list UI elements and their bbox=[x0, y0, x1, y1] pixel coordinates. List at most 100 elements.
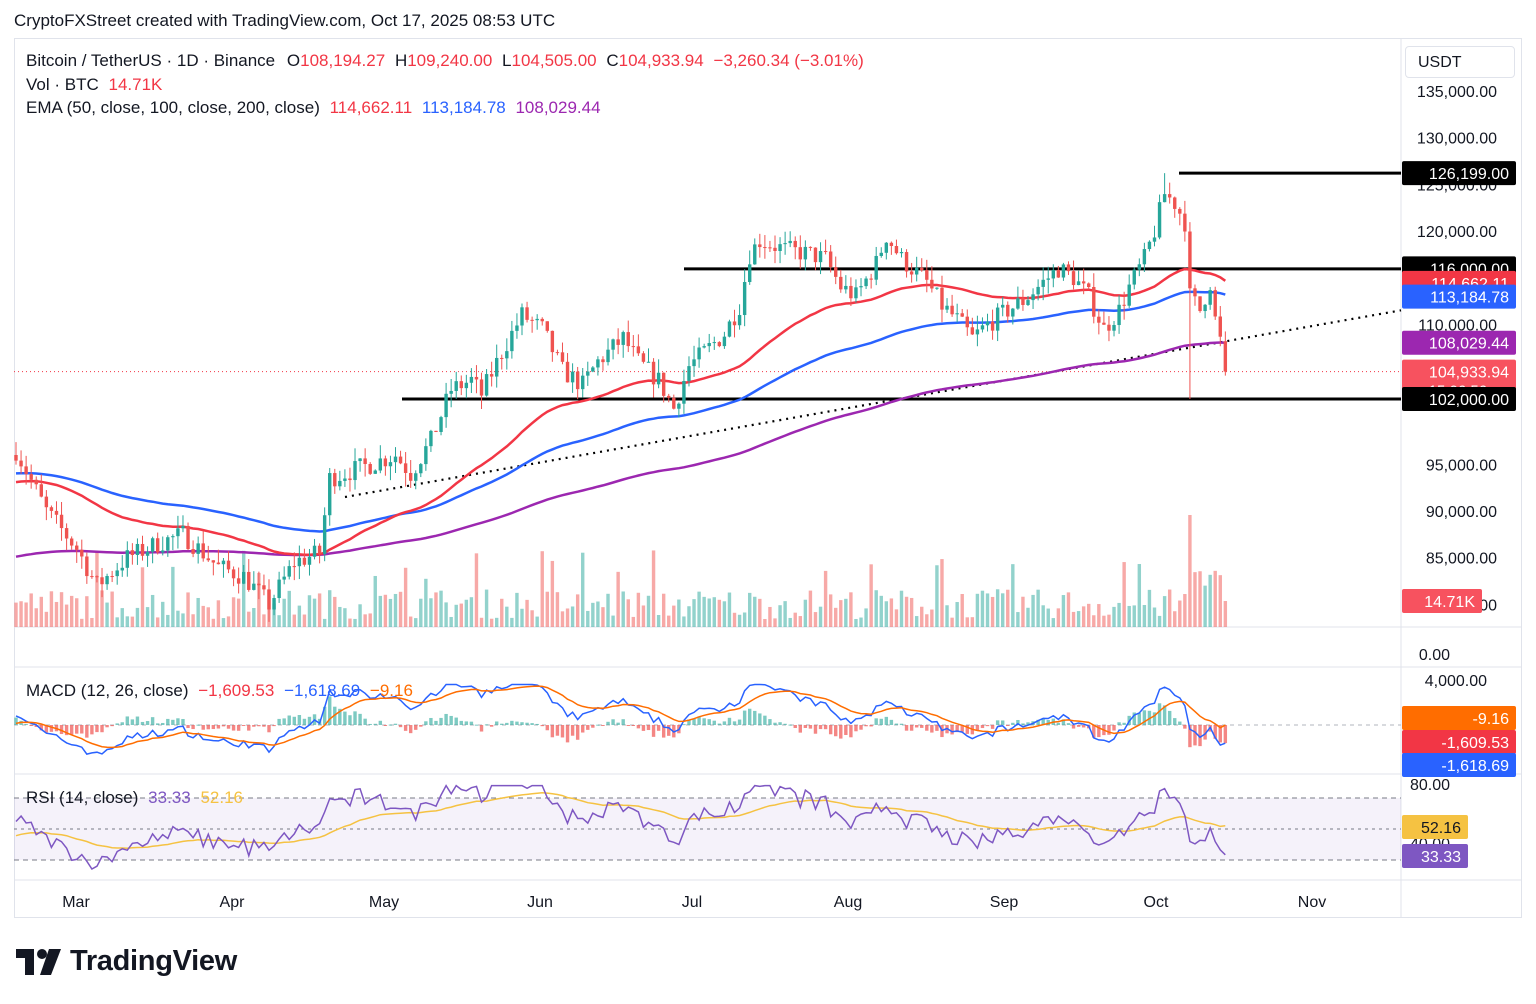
macd-histogram-bar bbox=[828, 725, 833, 735]
macd-histogram-bar bbox=[393, 723, 398, 725]
volume-bar bbox=[201, 605, 205, 627]
volume-bar bbox=[697, 591, 701, 627]
candle-body bbox=[287, 566, 291, 577]
volume-bar bbox=[358, 604, 362, 627]
macd-histogram-bar bbox=[363, 718, 367, 725]
macd-histogram-bar bbox=[1061, 719, 1066, 725]
candle-body bbox=[925, 270, 929, 280]
volume-bar bbox=[995, 589, 1000, 627]
volume-bar bbox=[110, 591, 114, 627]
volume-bar bbox=[616, 571, 620, 627]
volume-bar bbox=[1152, 607, 1157, 627]
volume-bar bbox=[753, 596, 757, 627]
volume-bar bbox=[560, 611, 565, 627]
macd-histogram-bar bbox=[368, 723, 372, 725]
volume-bar bbox=[1167, 589, 1172, 627]
volume-bar bbox=[1046, 608, 1050, 627]
macd-histogram-bar bbox=[353, 711, 357, 725]
volume-bar bbox=[333, 596, 337, 627]
volume-bar bbox=[742, 612, 747, 627]
candle-body bbox=[150, 538, 155, 552]
candle-body bbox=[166, 537, 170, 551]
macd-histogram-bar bbox=[955, 725, 959, 733]
volume-bar bbox=[368, 613, 372, 627]
candle-body bbox=[479, 379, 484, 396]
macd-histogram-bar bbox=[879, 718, 883, 725]
candle-body bbox=[1061, 264, 1066, 278]
macd-histogram-bar bbox=[692, 718, 696, 725]
macd-histogram-bar bbox=[484, 724, 489, 726]
volume-bar bbox=[155, 617, 160, 627]
candle-body bbox=[145, 551, 150, 556]
macd-histogram-bar bbox=[626, 725, 630, 726]
candle-body bbox=[247, 571, 251, 590]
candle-body bbox=[231, 569, 236, 579]
volume-bar bbox=[1107, 614, 1111, 627]
candle-body bbox=[429, 430, 433, 447]
symbol-label[interactable]: Bitcoin / TetherUS · 1D · Binance bbox=[26, 51, 276, 70]
volume-bar bbox=[565, 608, 570, 627]
volume-bar bbox=[793, 612, 797, 627]
ema50-value: 114,662.11 bbox=[329, 98, 413, 117]
candle-body bbox=[1183, 213, 1187, 232]
candle-body bbox=[727, 321, 732, 337]
volume-bar bbox=[909, 597, 914, 627]
macd-label[interactable]: MACD (12, 26, close) bbox=[26, 681, 189, 700]
volume-bar bbox=[1183, 594, 1187, 627]
candle-body bbox=[307, 556, 312, 565]
volume-label[interactable]: Vol · BTC bbox=[26, 75, 99, 94]
candle-body bbox=[803, 246, 808, 260]
volume-bar bbox=[312, 598, 317, 627]
volume-bar bbox=[1193, 572, 1197, 627]
volume-bar bbox=[221, 618, 226, 627]
candle-body bbox=[1218, 316, 1222, 337]
chart-frame bbox=[14, 38, 1522, 918]
macd-histogram-bar bbox=[75, 725, 79, 734]
macd-histogram-bar bbox=[823, 725, 828, 730]
volume-bar bbox=[965, 617, 969, 627]
volume-bar bbox=[641, 605, 646, 627]
macd-histogram-bar bbox=[1137, 713, 1142, 725]
candle-body bbox=[1147, 241, 1152, 250]
rsi-label[interactable]: RSI (14, close) bbox=[26, 788, 139, 807]
candle-body bbox=[171, 536, 175, 538]
macd-histogram-bar bbox=[24, 724, 28, 726]
macd-histogram-bar bbox=[348, 715, 352, 725]
volume-bar bbox=[591, 602, 595, 627]
candle-body bbox=[90, 576, 94, 578]
candle-body bbox=[1097, 316, 1101, 323]
macd-histogram-bar bbox=[130, 719, 135, 725]
candle-body bbox=[19, 460, 23, 467]
time-axis-label: Sep bbox=[990, 894, 1019, 911]
macd-histogram-bar bbox=[869, 725, 873, 727]
volume-bar bbox=[1188, 515, 1192, 627]
volume-bar bbox=[302, 614, 307, 627]
candle-body bbox=[393, 456, 398, 463]
macd-histogram-bar bbox=[778, 722, 782, 725]
macd-histogram-bar bbox=[844, 725, 848, 735]
candle-body bbox=[414, 473, 418, 481]
tradingview-logo[interactable]: TradingView bbox=[16, 945, 237, 978]
candle-body bbox=[186, 525, 190, 550]
candle-body bbox=[682, 380, 686, 404]
currency-button[interactable]: USDT bbox=[1405, 46, 1515, 78]
volume-bar bbox=[1208, 574, 1212, 627]
ema-label[interactable]: EMA (50, close, 100, close, 200, close) bbox=[26, 98, 320, 117]
candle-body bbox=[520, 307, 524, 326]
volume-bar bbox=[90, 617, 94, 627]
volume-bar bbox=[626, 599, 630, 627]
macd-histogram-bar bbox=[722, 721, 727, 725]
macd-histogram-bar bbox=[859, 725, 863, 730]
volume-bar bbox=[14, 602, 18, 627]
volume-bar bbox=[1203, 585, 1207, 627]
volume-bar bbox=[105, 602, 109, 627]
volume-bar bbox=[500, 598, 504, 627]
macd-histogram-bar bbox=[909, 725, 914, 731]
volume-bar bbox=[1041, 605, 1045, 627]
low-value: 104,505.00 bbox=[511, 51, 597, 70]
candle-body bbox=[894, 245, 899, 254]
macd-histogram-bar bbox=[550, 725, 555, 738]
volume-bar bbox=[763, 618, 767, 627]
macd-histogram-bar bbox=[1066, 723, 1071, 725]
